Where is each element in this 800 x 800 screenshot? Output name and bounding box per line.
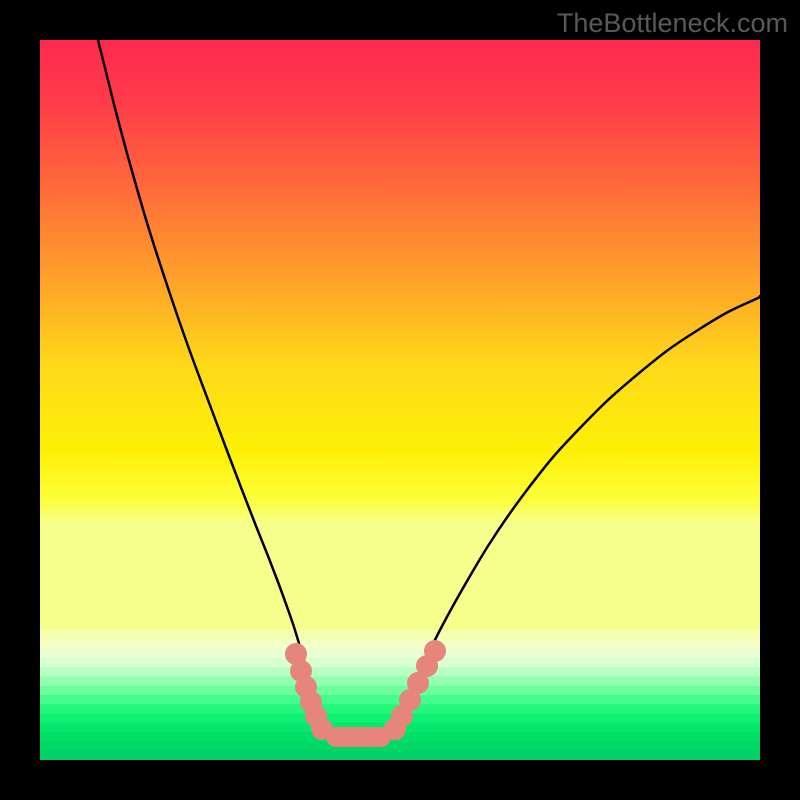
gradient-band xyxy=(40,649,760,659)
gradient-background xyxy=(40,40,760,630)
marker-dot-left xyxy=(311,718,333,740)
valley-floor-bar xyxy=(326,727,391,747)
chart-svg xyxy=(40,40,760,760)
gradient-band xyxy=(40,658,760,668)
gradient-band xyxy=(40,667,760,677)
gradient-band xyxy=(40,676,760,686)
marker-dot-right xyxy=(424,640,446,662)
plot-area xyxy=(40,40,760,760)
watermark-text: TheBottleneck.com xyxy=(557,8,788,39)
gradient-band xyxy=(40,741,760,751)
chart-frame: TheBottleneck.com xyxy=(0,0,800,800)
gradient-band xyxy=(40,639,760,649)
gradient-band xyxy=(40,630,760,640)
gradient-band xyxy=(40,686,760,696)
gradient-band xyxy=(40,751,760,760)
